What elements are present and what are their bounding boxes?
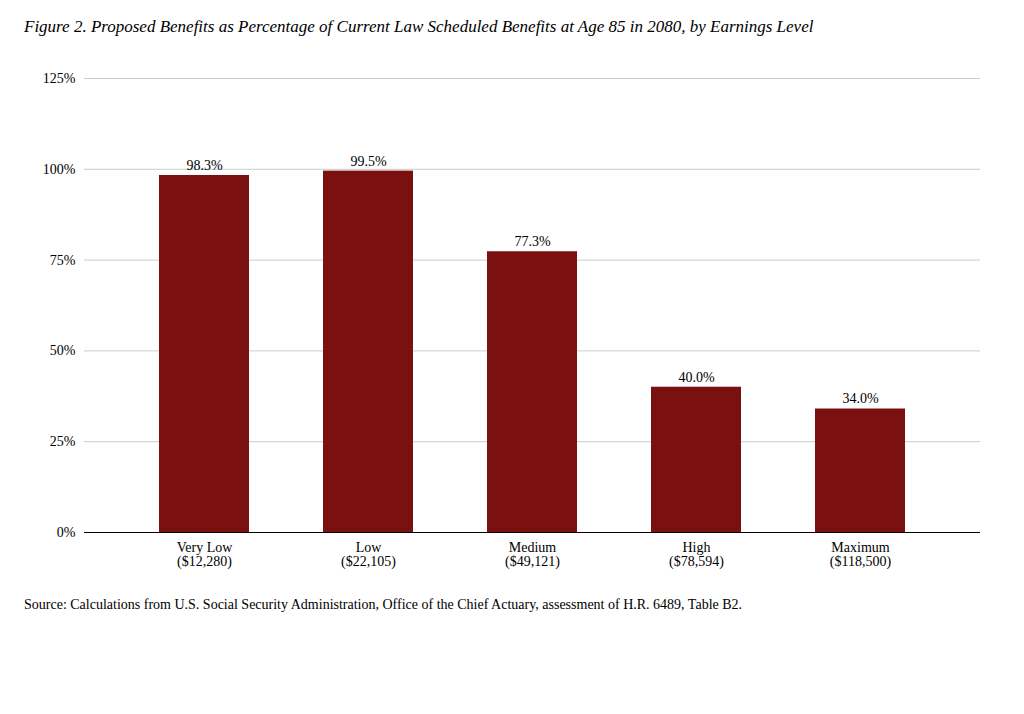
svg-text:High($78,594): High($78,594) — [669, 541, 724, 571]
svg-text:50%: 50% — [50, 343, 76, 358]
svg-text:34.0%: 34.0% — [842, 392, 879, 407]
svg-text:Low($22,105): Low($22,105) — [341, 541, 396, 571]
html-text:Source: Calculations from U.S.: Source: Calculations from U.S. Social Se… — [24, 597, 743, 613]
svg-text:125%: 125% — [43, 71, 76, 86]
svg-text:Maximum($118,500): Maximum($118,500) — [830, 541, 892, 571]
svg-text:98.3%: 98.3% — [186, 158, 223, 173]
svg-text:25%: 25% — [50, 434, 76, 449]
html-text:Figure 2. Proposed Benefits as: Figure 2. Proposed Benefits as Percentag… — [24, 17, 814, 36]
svg-text:40.0%: 40.0% — [678, 370, 715, 385]
svg-text:0%: 0% — [57, 525, 76, 540]
svg-text:Very Low($12,280): Very Low($12,280) — [177, 541, 233, 571]
svg-text:77.3%: 77.3% — [514, 234, 551, 249]
svg-text:100%: 100% — [43, 162, 76, 177]
svg-text:Medium($49,121): Medium($49,121) — [505, 541, 560, 571]
svg-text:75%: 75% — [50, 253, 76, 268]
svg-text:99.5%: 99.5% — [350, 154, 387, 169]
